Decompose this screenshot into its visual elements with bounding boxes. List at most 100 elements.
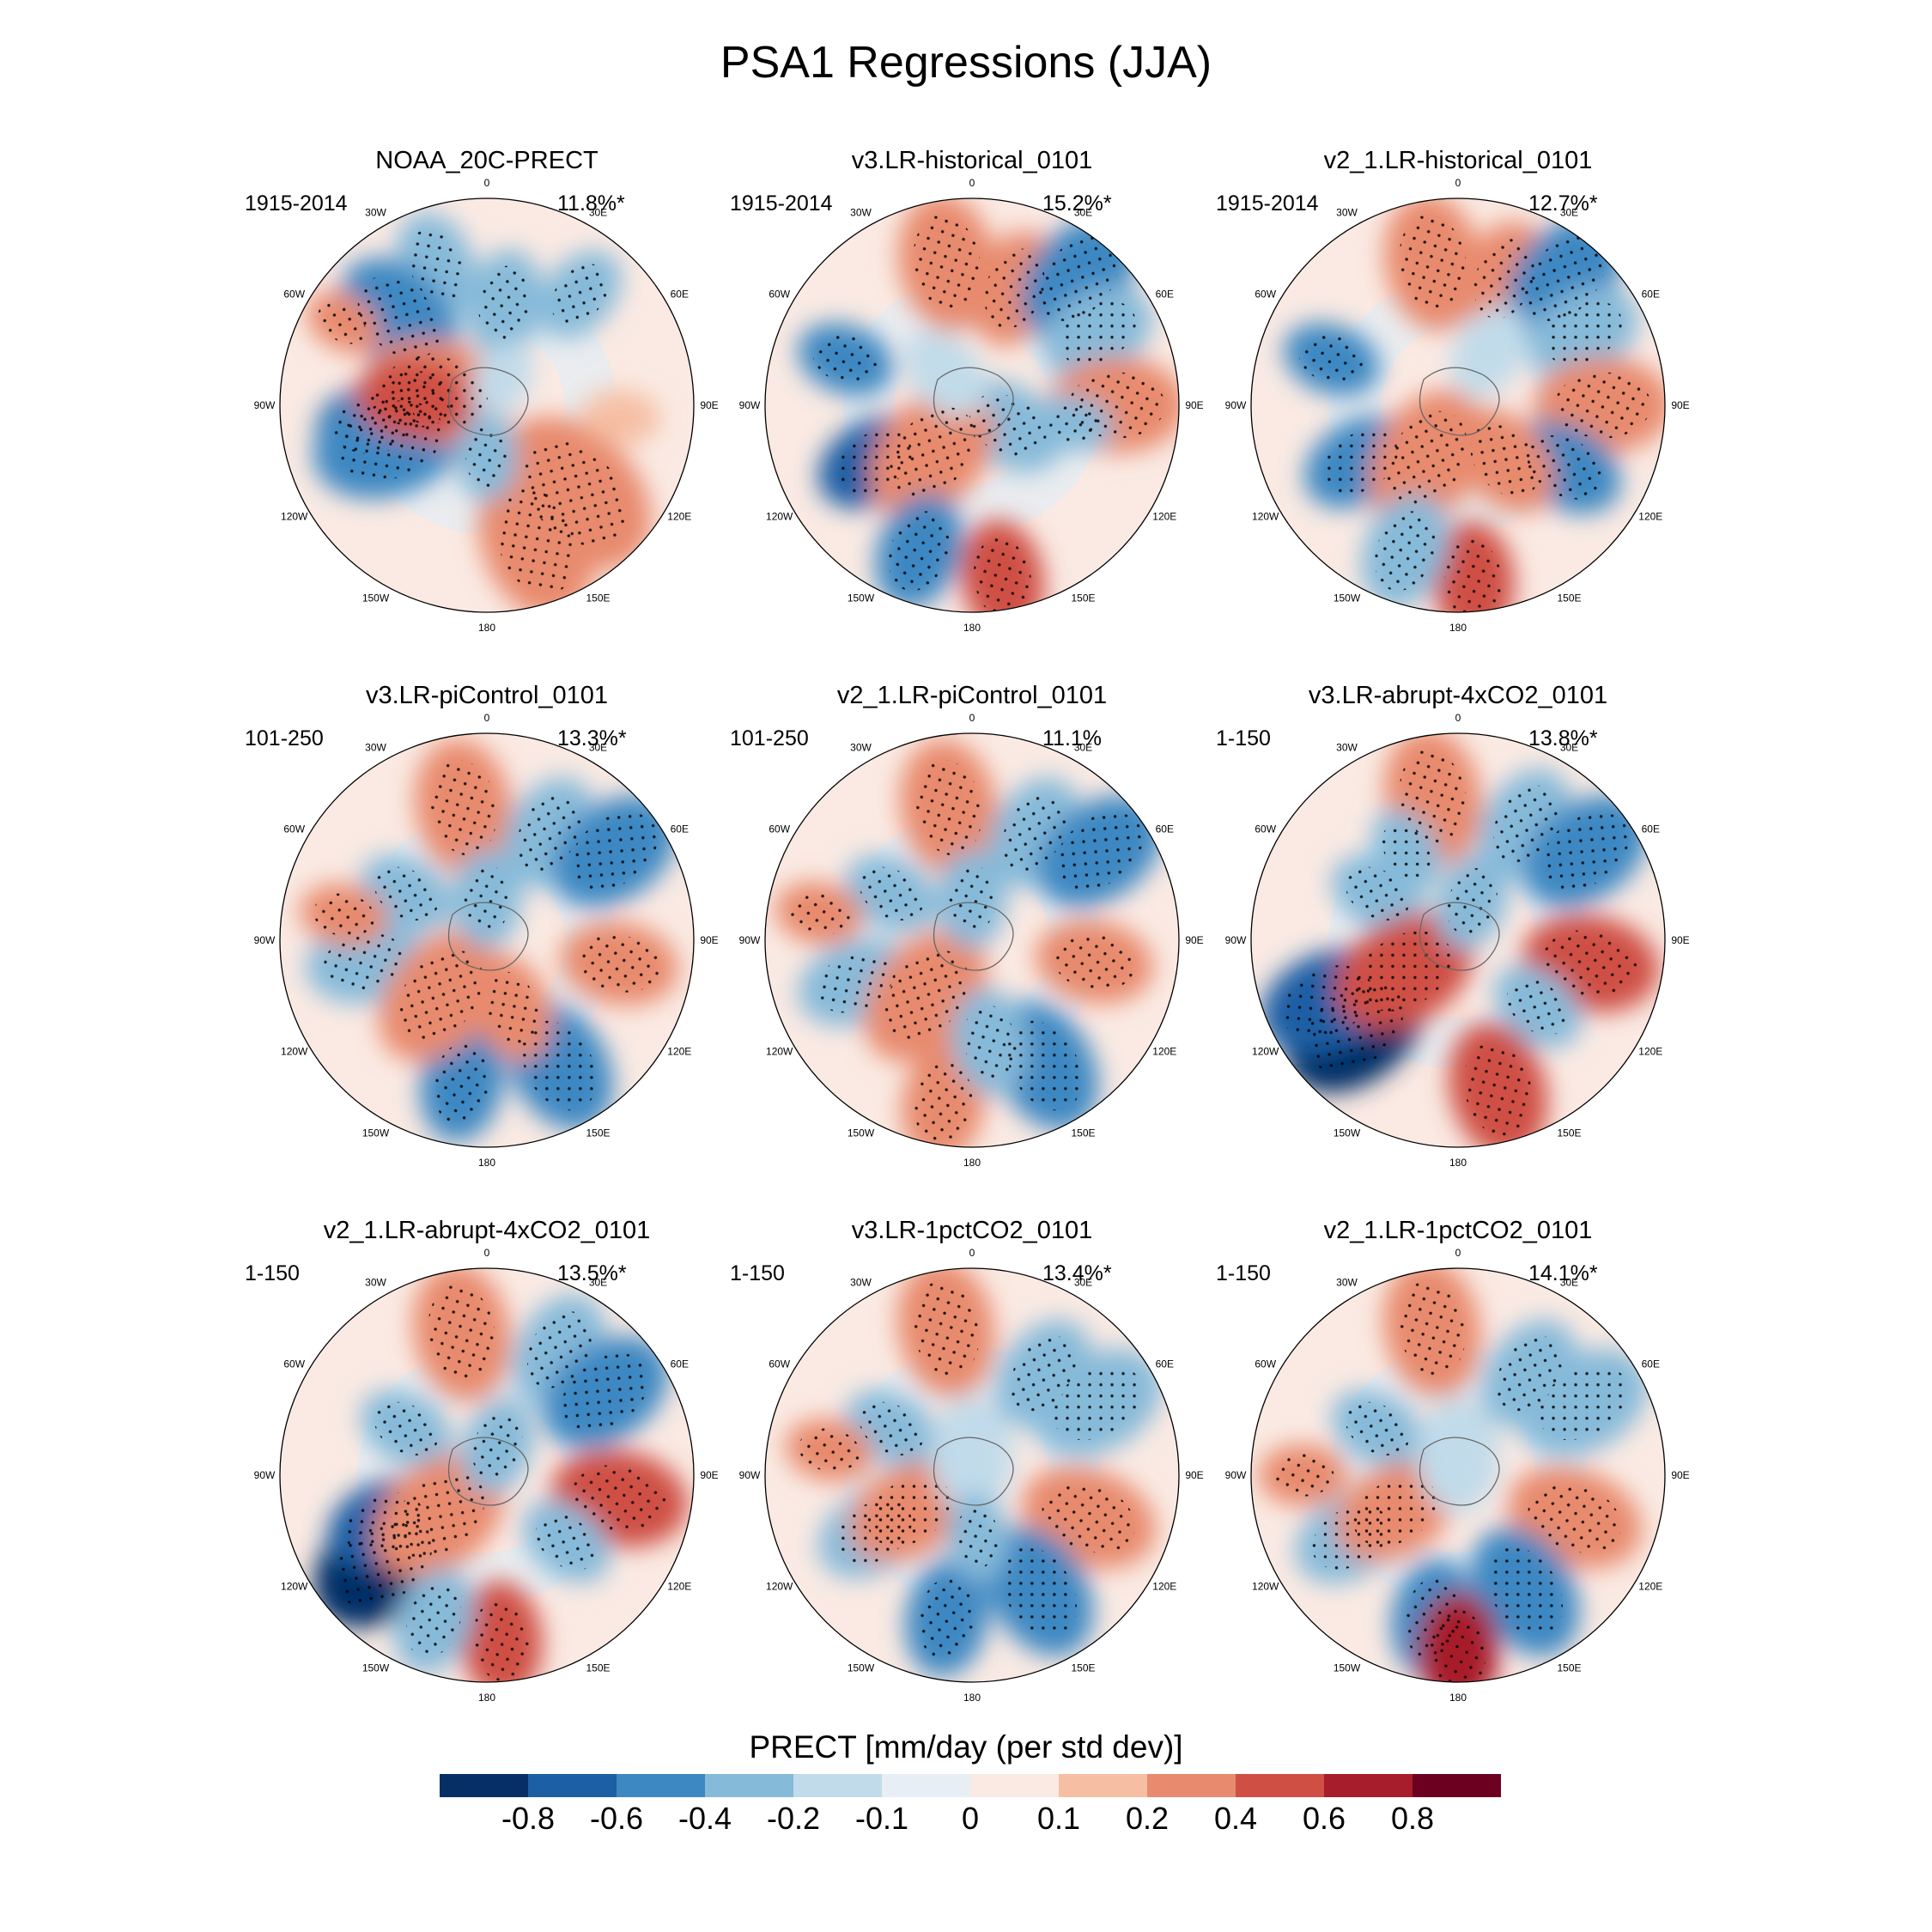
precip-field: [765, 1268, 1179, 1682]
panel-title: v3.LR-abrupt-4xCO2_0101: [1308, 682, 1608, 709]
significance-stippling: [571, 1465, 667, 1533]
longitude-label: 60W: [769, 289, 790, 301]
significance-stippling: [1463, 1042, 1533, 1138]
significance-stippling: [357, 276, 440, 359]
panel-variance-pct: 11.8%*: [557, 191, 625, 216]
significance-stippling: [956, 1506, 999, 1568]
colorbar-segment: [882, 1774, 970, 1797]
longitude-label: 180: [963, 1692, 981, 1704]
longitude-label: 60E: [1642, 1358, 1660, 1370]
significance-stippling: [374, 370, 456, 428]
significance-stippling: [428, 1285, 495, 1381]
significance-stippling: [406, 1584, 462, 1658]
significance-stippling: [472, 1413, 523, 1479]
longitude-label: 30W: [1336, 742, 1358, 754]
polar-map: 0 30E 60E 90E 120E 150E 180 150W 120W 90W 60W 30W: [254, 177, 719, 634]
colorbar-segment: [1413, 1774, 1501, 1797]
panel-variance-pct: 13.8%*: [1528, 726, 1598, 750]
longitude-label: 120E: [1152, 511, 1176, 523]
longitude-label: 180: [963, 1157, 981, 1169]
longitude-label: 30W: [850, 1277, 872, 1289]
colorbar-tick-label: -0.2: [766, 1801, 821, 1836]
significance-stippling: [1006, 1020, 1082, 1111]
panel-period: 1915-2014: [1216, 191, 1319, 216]
panel-period: 1-150: [245, 1261, 300, 1285]
significance-stippling: [1382, 822, 1431, 880]
significance-stippling: [1470, 424, 1540, 498]
longitude-label: 120W: [1252, 511, 1279, 523]
longitude-label: 60E: [1642, 289, 1660, 301]
antarctica-coastline: [447, 367, 529, 436]
colorbar-segment: [1147, 1774, 1236, 1797]
antarctica-coastline: [1419, 367, 1500, 436]
antarctica-coastline: [933, 1437, 1014, 1506]
map-panel: v2_1.LR-1pctCO2_0101 1-150 14.1%* 0 30E 60…: [1157, 1213, 1759, 1746]
longitude-label: 150W: [1334, 1127, 1361, 1139]
longitude-label: 30E: [1560, 207, 1578, 219]
longitude-label: 120W: [766, 511, 793, 523]
significance-stippling: [1444, 539, 1502, 612]
significance-stippling: [472, 1599, 530, 1681]
significance-stippling: [1399, 215, 1467, 311]
map-border: [279, 197, 695, 613]
panel-variance-pct: 11.1%: [1042, 726, 1103, 750]
significance-stippling: [1541, 812, 1629, 890]
map-border: [1250, 1267, 1666, 1683]
significance-stippling: [882, 950, 969, 1042]
significance-stippling: [463, 864, 511, 933]
longitude-label: 150E: [1557, 592, 1581, 604]
longitude-label: 150E: [1557, 1662, 1581, 1674]
colorbar-segment: [440, 1774, 528, 1797]
colorbar-tick-label: -0.6: [589, 1801, 644, 1836]
significance-stippling: [1046, 404, 1102, 443]
significance-stippling: [1542, 930, 1638, 998]
longitude-label: 60W: [283, 289, 305, 301]
significance-stippling: [1345, 1401, 1410, 1455]
significance-stippling: [1055, 812, 1143, 890]
longitude-label: 30E: [589, 742, 607, 754]
panel-variance-pct: 13.4%*: [1042, 1261, 1112, 1285]
longitude-label: 120E: [667, 511, 691, 523]
significance-stippling: [1496, 1335, 1563, 1412]
longitude-label: 30E: [1074, 207, 1092, 219]
significance-stippling: [374, 1401, 439, 1455]
longitude-label: 120E: [667, 1046, 691, 1058]
map-border: [764, 1267, 1180, 1683]
panel-title: v2_1.LR-abrupt-4xCO2_0101: [323, 1217, 651, 1244]
colorbar-tick-label: 0.2: [1125, 1801, 1170, 1836]
significance-stippling: [1545, 301, 1622, 365]
panel-title: v2_1.LR-1pctCO2_0101: [1323, 1217, 1593, 1244]
colorbar-segment: [1059, 1774, 1147, 1797]
panel-period: 101-250: [730, 726, 809, 750]
antarctica-coastline: [447, 902, 529, 971]
longitude-label: 0: [969, 177, 975, 189]
significance-stippling: [1321, 429, 1398, 495]
longitude-label: 150E: [1071, 1662, 1095, 1674]
longitude-label: 120W: [766, 1581, 793, 1593]
polar-map: 0 30E 60E 90E 120E 150E 180 150W 120W 90W 60W 30W: [739, 177, 1204, 634]
longitude-label: 60E: [1156, 1358, 1174, 1370]
significance-stippling: [1399, 750, 1467, 846]
significance-stippling: [912, 1280, 981, 1376]
significance-stippling: [1042, 1482, 1136, 1553]
significance-stippling: [812, 334, 879, 385]
longitude-label: 120E: [1152, 1046, 1176, 1058]
significance-stippling: [1010, 1335, 1077, 1412]
longitude-label: 90W: [254, 934, 276, 946]
longitude-label: 150E: [1557, 1127, 1581, 1139]
significance-stippling: [1053, 933, 1136, 991]
longitude-label: 30W: [1336, 1277, 1358, 1289]
significance-stippling: [1272, 1454, 1334, 1497]
longitude-label: 30W: [1336, 207, 1358, 219]
significance-stippling: [914, 760, 982, 856]
map-border: [1250, 197, 1666, 613]
polar-map: 0 30E 60E 90E 120E 150E 180 150W 120W 90W 60W 30W: [254, 712, 719, 1169]
anomaly-region: [1417, 1394, 1499, 1514]
antarctica-coastline: [1419, 902, 1500, 971]
longitude-label: 60E: [671, 289, 689, 301]
panel-title: NOAA_20C-PRECT: [375, 147, 598, 174]
significance-stippling: [551, 264, 609, 325]
significance-stippling: [948, 864, 996, 933]
polar-map: 0 30E 60E 90E 120E 150E 180 150W 120W 90W 60W 30W: [1225, 1247, 1690, 1704]
panel-period: 1915-2014: [730, 191, 833, 216]
